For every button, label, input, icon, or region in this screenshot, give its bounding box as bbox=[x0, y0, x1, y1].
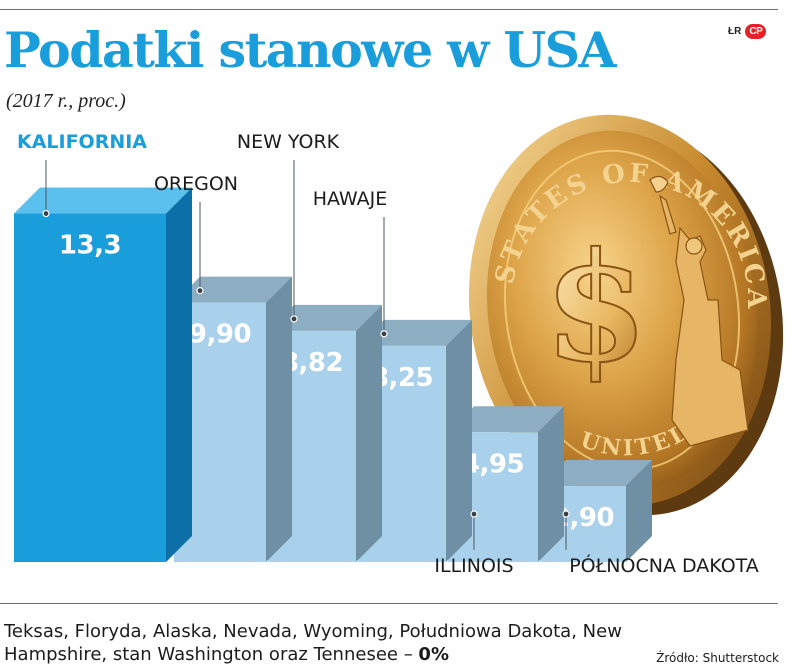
footnote-emphasis: 0% bbox=[418, 644, 449, 665]
brand-logo: CP bbox=[745, 24, 767, 39]
dollar-sign: $ bbox=[544, 220, 648, 396]
leader-dot bbox=[42, 209, 50, 218]
leader-dot bbox=[470, 510, 478, 518]
leader-dot bbox=[290, 315, 298, 323]
category-label: ILLINOIS bbox=[434, 555, 513, 577]
bar-kalifornia bbox=[14, 213, 166, 563]
category-label: KALIFORNIA bbox=[17, 131, 147, 153]
bar-top bbox=[358, 319, 472, 346]
data-label: 13,3 bbox=[59, 231, 121, 261]
category-label: OREGON bbox=[154, 173, 238, 195]
bar-side bbox=[266, 276, 292, 562]
footnote-text: Teksas, Floryda, Alaska, Nevada, Wyoming… bbox=[4, 621, 622, 665]
bar-side bbox=[166, 187, 192, 563]
author-initials: ŁR bbox=[728, 26, 742, 37]
category-label: HAWAJE bbox=[313, 188, 388, 210]
bars-group: 2,904,958,258,829,9013,3KALIFORNIAOREGON… bbox=[14, 131, 759, 577]
chart-title: Podatki stanowe w USA bbox=[4, 21, 617, 79]
bar-top bbox=[540, 460, 652, 487]
top-rule bbox=[0, 9, 778, 10]
bar-top bbox=[448, 406, 564, 433]
bar-top bbox=[268, 304, 382, 331]
bar-side bbox=[626, 460, 652, 562]
bar-chart: STATES OF AMERICA UNITED $ 2,904,958,258… bbox=[14, 114, 784, 577]
leader-dot bbox=[196, 287, 204, 295]
source-note: Źródło: Shutterstock bbox=[656, 651, 779, 665]
data-label: 4,95 bbox=[462, 449, 524, 479]
bottom-rule bbox=[0, 603, 778, 604]
leader-dot bbox=[562, 510, 570, 518]
leader-dot bbox=[380, 330, 388, 338]
category-label: PÓŁNOCNA DAKOTA bbox=[569, 553, 759, 577]
bar-top bbox=[14, 187, 192, 214]
data-label: 9,90 bbox=[189, 320, 251, 350]
bar-top bbox=[174, 276, 292, 303]
chart-subtitle: (2017 r., proc.) bbox=[6, 90, 126, 112]
statue-of-liberty-icon bbox=[649, 175, 749, 447]
bar-side bbox=[446, 319, 472, 562]
footnote: Teksas, Floryda, Alaska, Nevada, Wyoming… bbox=[4, 620, 644, 666]
bar-side bbox=[538, 406, 564, 562]
category-label: NEW YORK bbox=[237, 131, 340, 153]
credit: ŁR CP bbox=[728, 24, 767, 39]
bar-side bbox=[356, 304, 382, 562]
